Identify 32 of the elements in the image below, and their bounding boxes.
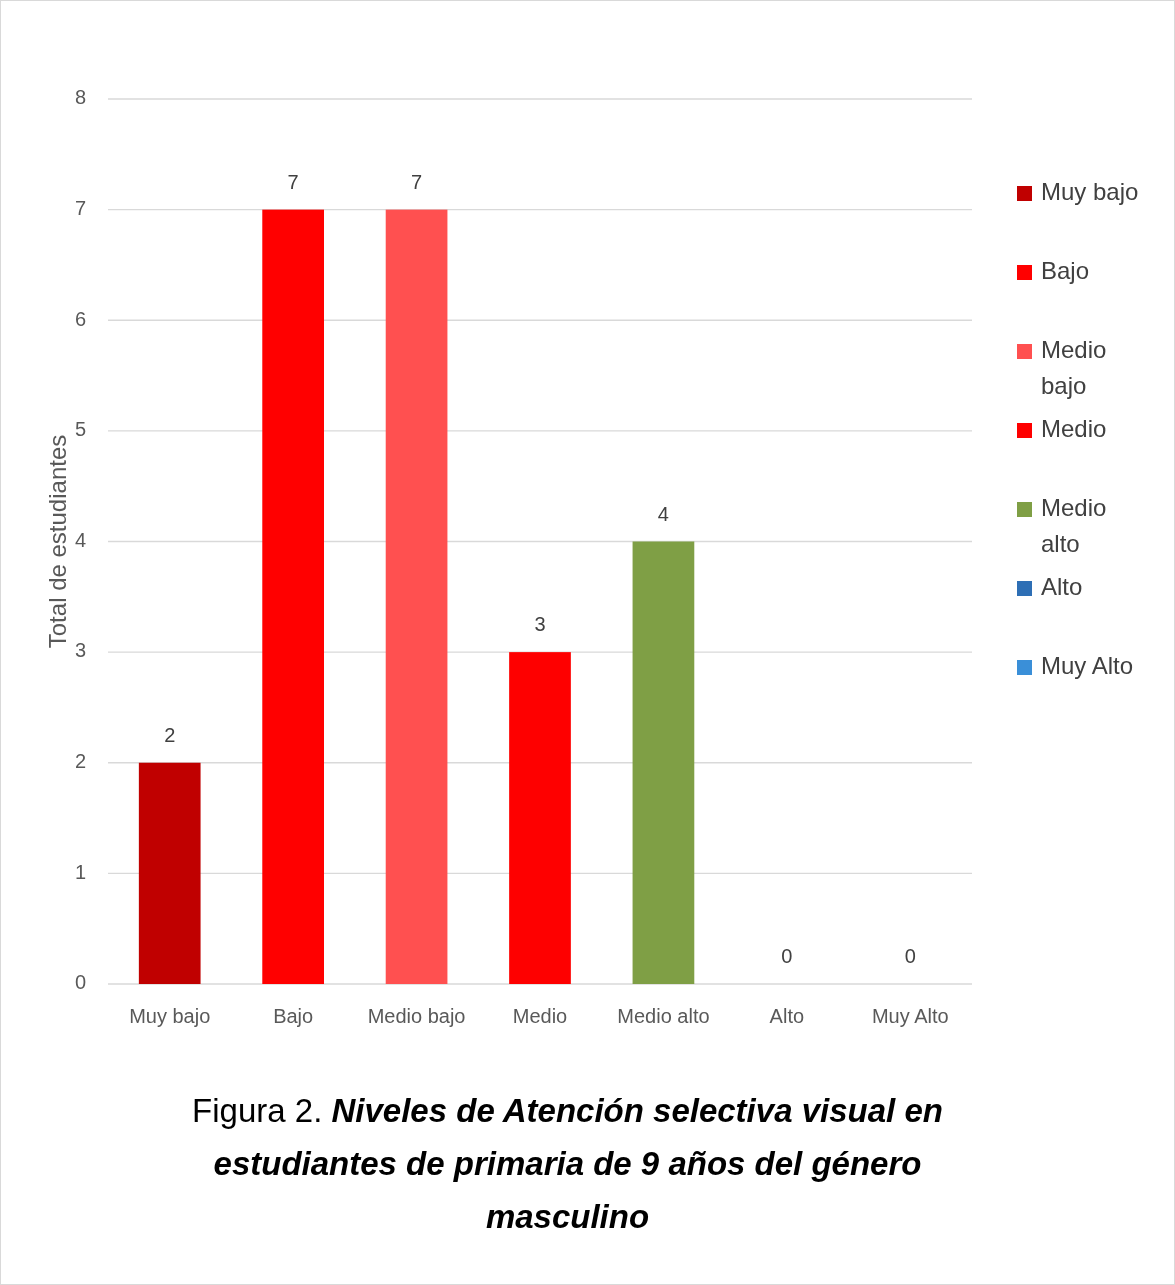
legend-label: Medio alto: [1041, 494, 1107, 558]
y-tick-label: 1: [74, 860, 86, 883]
y-tick-label: 6: [74, 307, 86, 330]
legend-label: Muy Alto: [1041, 652, 1134, 680]
text: Figura 2. Niveles de Atención selectiva visual en estudiantes de primaria de 9 años del género masculino: [192, 1092, 943, 1235]
data-label: 3: [534, 613, 546, 636]
data-label: 4: [657, 502, 669, 525]
data-label: 7: [411, 170, 423, 193]
data-label: 0: [781, 945, 793, 968]
legend-label: Alto: [1041, 573, 1083, 601]
x-tick-label: Muy Alto: [871, 1005, 949, 1028]
x-tick-label: Medio alto: [617, 1005, 710, 1028]
data-label: 7: [287, 170, 299, 193]
x-tick-label: Bajo: [273, 1005, 314, 1028]
data-label: 0: [904, 945, 916, 968]
legend-label: Muy bajo: [1041, 178, 1139, 206]
legend-label: Medio bajo: [1041, 336, 1107, 400]
y-tick-label: 2: [74, 750, 86, 773]
legend-label: Medio: [1041, 415, 1107, 443]
y-axis-title: Total de estudiantes: [44, 434, 71, 649]
x-tick-label: Alto: [769, 1005, 805, 1028]
y-tick-label: 4: [74, 528, 86, 551]
y-tick-label: 3: [74, 639, 86, 662]
y-tick-label: 8: [74, 86, 86, 109]
legend-label: Bajo: [1041, 257, 1090, 285]
data-label: 2: [164, 724, 176, 747]
x-tick-label: Medio: [512, 1005, 568, 1028]
x-tick-label: Medio bajo: [367, 1005, 466, 1028]
y-tick-label: 5: [74, 418, 86, 441]
x-tick-label: Muy bajo: [129, 1005, 211, 1028]
y-tick-label: 7: [74, 196, 86, 219]
y-tick-label: 0: [74, 971, 86, 994]
